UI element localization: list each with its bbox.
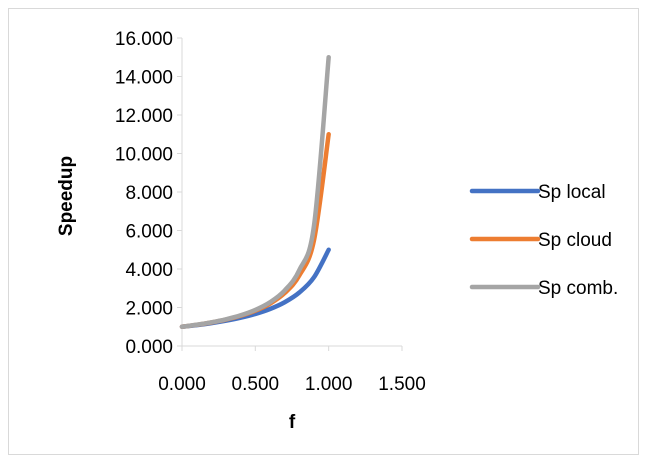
y-tick-label: 0.000	[125, 337, 173, 358]
legend-label-1: Sp local	[538, 182, 606, 203]
x-axis-title: f	[289, 412, 296, 433]
x-tick-label: 1.500	[378, 374, 426, 395]
legend-label-3: Sp comb.	[538, 278, 618, 299]
x-tick-label: 1.000	[305, 374, 353, 395]
y-tick-label: 8.000	[125, 183, 173, 204]
chart-area	[8, 8, 639, 455]
series-line-2	[179, 132, 331, 329]
y-tick-label: 16.000	[115, 29, 173, 50]
x-tick-label: 0.500	[232, 374, 280, 395]
y-tick-label: 2.000	[125, 299, 173, 320]
y-tick-label: 12.000	[115, 106, 173, 127]
legend-label-2: Sp cloud	[538, 230, 612, 251]
y-axis-title: Speedup	[56, 156, 77, 236]
y-tick-label: 14.000	[115, 68, 173, 89]
y-tick-label: 4.000	[125, 260, 173, 281]
x-tick-label: 0.000	[158, 374, 206, 395]
y-tick-label: 6.000	[125, 222, 173, 243]
series-line-3	[179, 55, 331, 329]
y-tick-label: 10.000	[115, 145, 173, 166]
